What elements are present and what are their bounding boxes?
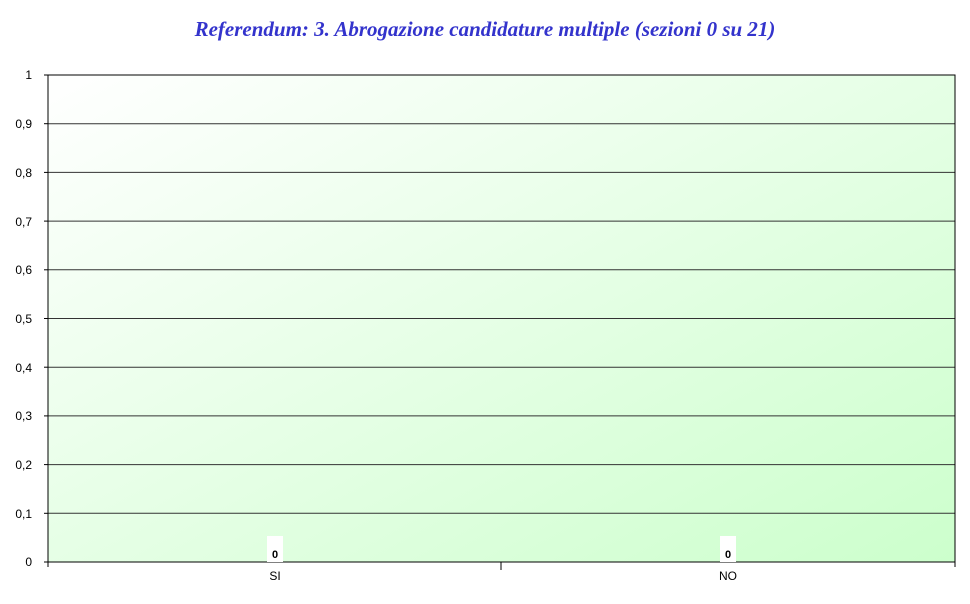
svg-text:NO: NO — [719, 569, 737, 583]
svg-text:0,1: 0,1 — [15, 507, 32, 521]
svg-text:0,3: 0,3 — [15, 409, 32, 423]
svg-text:1: 1 — [25, 68, 32, 82]
svg-text:0,4: 0,4 — [15, 361, 32, 375]
svg-text:0: 0 — [272, 549, 278, 561]
svg-text:0: 0 — [25, 555, 32, 569]
svg-text:0: 0 — [725, 549, 731, 561]
svg-text:0,5: 0,5 — [15, 312, 32, 326]
svg-text:SI: SI — [269, 569, 280, 583]
svg-text:0,8: 0,8 — [15, 166, 32, 180]
svg-text:0,2: 0,2 — [15, 458, 32, 472]
svg-text:0,6: 0,6 — [15, 263, 32, 277]
svg-text:0,9: 0,9 — [15, 117, 32, 131]
svg-text:0,7: 0,7 — [15, 215, 32, 229]
